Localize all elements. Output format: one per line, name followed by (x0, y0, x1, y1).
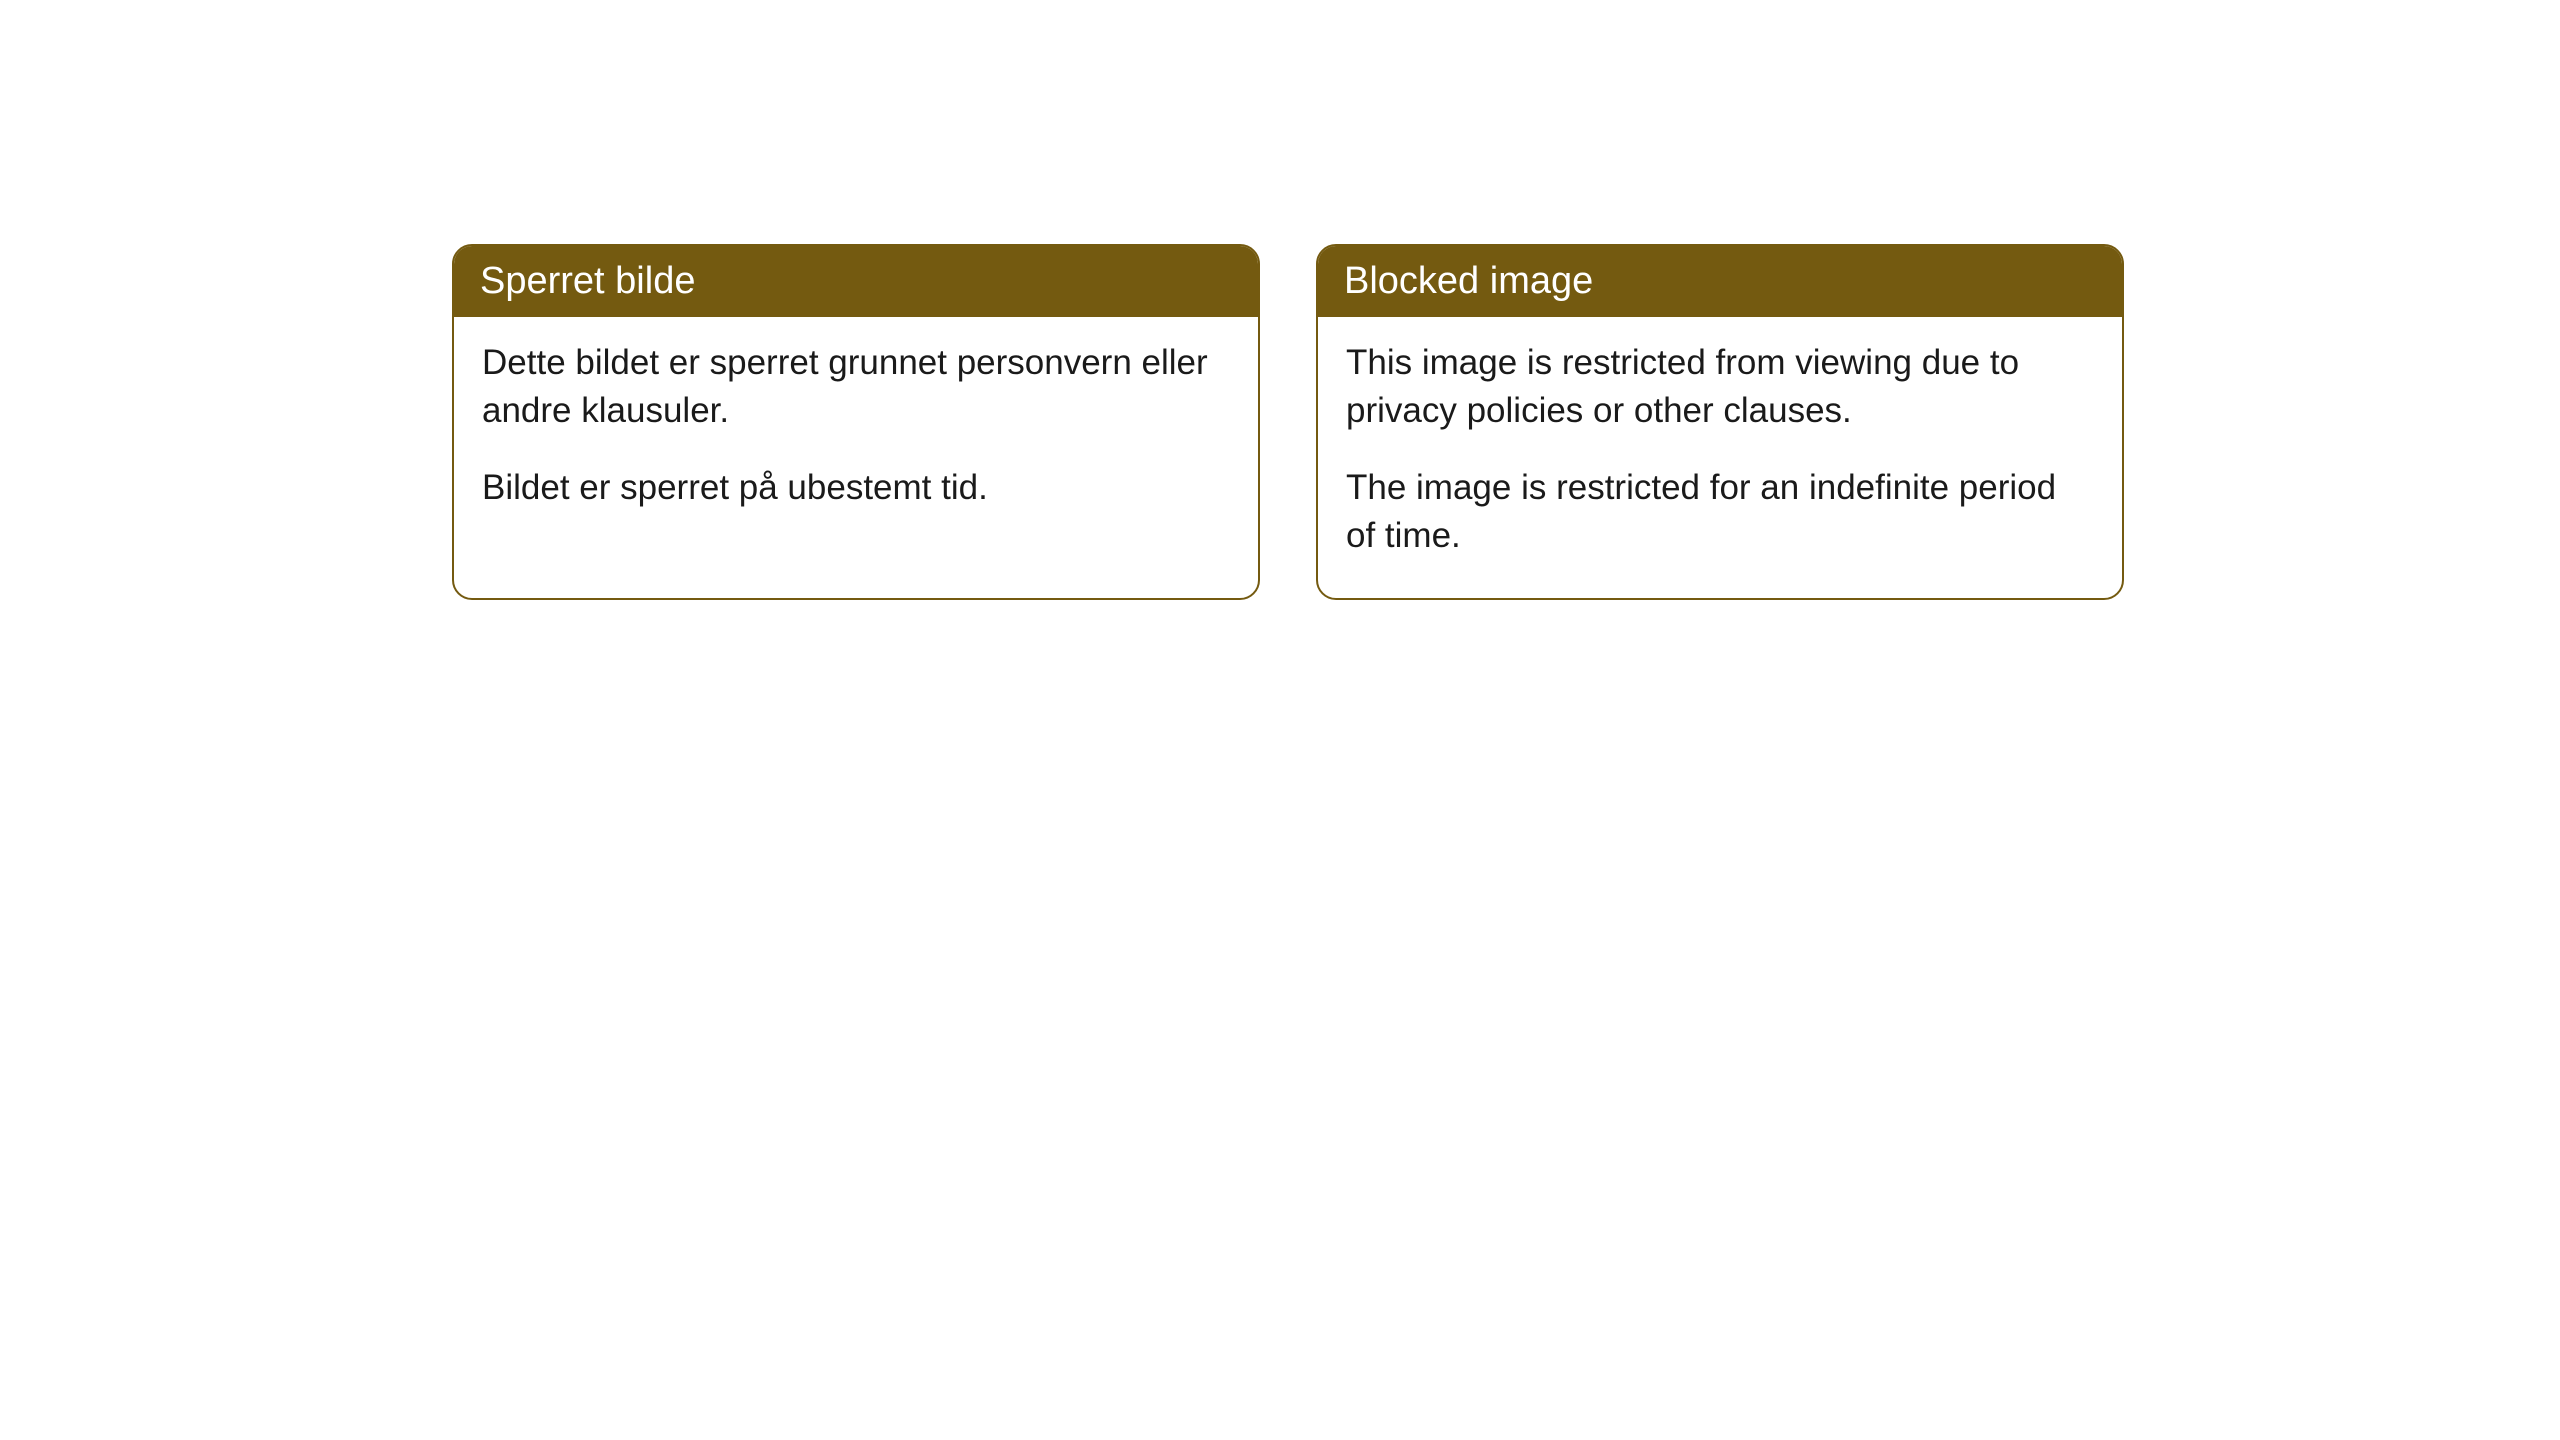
card-paragraph: This image is restricted from viewing du… (1346, 339, 2094, 436)
card-title: Sperret bilde (480, 260, 695, 302)
notice-card-english: Blocked image This image is restricted f… (1316, 244, 2124, 600)
card-paragraph: Bildet er sperret på ubestemt tid. (482, 464, 1230, 512)
notice-cards-container: Sperret bilde Dette bildet er sperret gr… (452, 244, 2124, 600)
card-title: Blocked image (1344, 260, 1593, 302)
card-body: Dette bildet er sperret grunnet personve… (454, 317, 1258, 550)
notice-card-norwegian: Sperret bilde Dette bildet er sperret gr… (452, 244, 1260, 600)
card-paragraph: Dette bildet er sperret grunnet personve… (482, 339, 1230, 436)
card-header: Sperret bilde (454, 246, 1258, 317)
card-paragraph: The image is restricted for an indefinit… (1346, 464, 2094, 561)
card-body: This image is restricted from viewing du… (1318, 317, 2122, 598)
card-header: Blocked image (1318, 246, 2122, 317)
